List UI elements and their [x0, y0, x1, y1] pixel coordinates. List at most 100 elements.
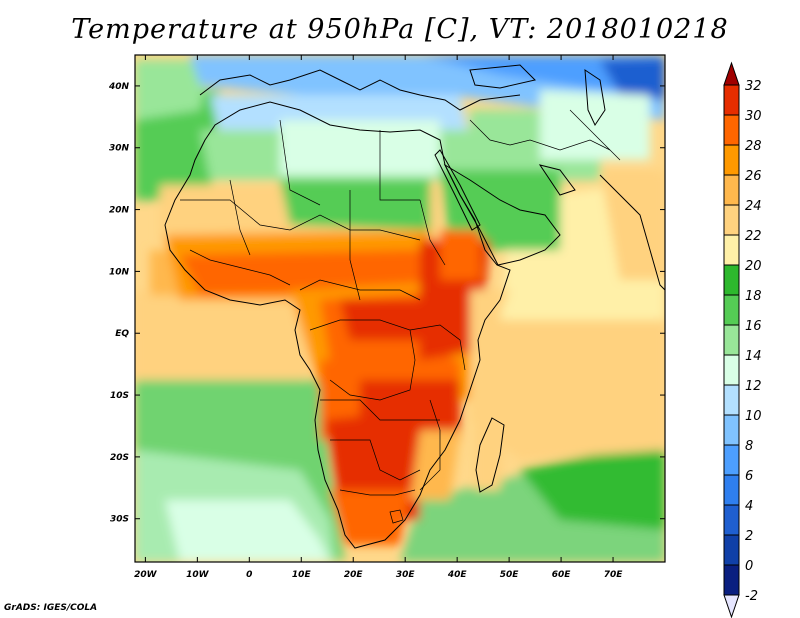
border-middle-east [469, 119, 611, 151]
x-tick-label: 10W [186, 570, 210, 580]
border-west-africa [189, 249, 291, 286]
border-namibia-botswana [330, 439, 421, 481]
colorbar-segment [723, 504, 740, 536]
colorbar-label: 2 [745, 529, 753, 544]
field-horn-red [440, 230, 480, 280]
field-mozambique [410, 430, 460, 500]
colorbar-label: 24 [745, 199, 762, 214]
colorbar-segment [723, 264, 740, 296]
chart-title: Temperature at 950hPa [C], VT: 201801021… [71, 14, 729, 45]
india-coastline [599, 174, 665, 291]
plot-frame [134, 54, 666, 563]
field-sahel-red [180, 250, 420, 295]
x-tick-label: 20E [344, 570, 364, 580]
coastlines [164, 64, 665, 549]
colorbar-segment [723, 174, 740, 206]
madagascar-outline [475, 417, 505, 493]
field-madagascar [475, 415, 505, 490]
x-tick-label: 10E [292, 570, 312, 580]
field-libya-egypt [280, 120, 440, 175]
y-tick-label: 20N [109, 206, 130, 216]
border-mozambique [419, 399, 441, 491]
x-tick-label: 20W [134, 570, 158, 580]
y-tick-label: 30S [110, 515, 129, 525]
field-indian-ocean [470, 320, 665, 460]
colorbar-label: 12 [745, 379, 762, 394]
field-zambia-hot [360, 380, 460, 440]
colorbar-segment [723, 84, 740, 116]
grads-credit: GrADS: IGES/COLA [4, 603, 98, 613]
field-sahara-green [280, 180, 430, 230]
colorbar-segment [723, 474, 740, 506]
field-caspian-deep [600, 58, 665, 100]
y-axis: 40N 30N 20N 10N EQ 10S 20S 30S [108, 82, 665, 525]
border-cameroon-car [299, 279, 421, 301]
x-tick-label: 60E [552, 570, 572, 580]
x-tick-label: 40E [447, 570, 468, 580]
colorbar-label: 18 [745, 289, 762, 304]
x-tick-label: 30E [396, 570, 416, 580]
border-south-africa [339, 489, 416, 496]
colorbar-segment [723, 444, 740, 476]
colorbar-segment [723, 354, 740, 386]
persian-gulf [538, 164, 576, 196]
field-cape-orange [330, 490, 410, 545]
colorbar-label: 6 [745, 469, 753, 484]
country-borders [180, 109, 621, 524]
field-india [600, 170, 665, 280]
colorbar-segment [723, 234, 740, 266]
border-libya-egypt [379, 130, 420, 201]
colorbar-label: 22 [745, 229, 762, 244]
y-tick-label: 10N [109, 267, 130, 277]
border-algeria-libya [279, 119, 321, 206]
colorbar-label: 20 [745, 259, 762, 274]
y-tick-label: 20S [110, 453, 129, 463]
field-north-atlantic-green [135, 90, 220, 200]
colorbar-segment [723, 564, 740, 596]
colorbar-label: 8 [745, 439, 753, 454]
colorbar-label: 10 [745, 409, 762, 424]
red-sea [434, 149, 481, 231]
x-tick-label: 50E [500, 570, 520, 580]
colorbar-segment [723, 114, 740, 146]
y-tick-label: 40N [108, 82, 130, 92]
x-axis: 20W 10W 0 10E 20E 30E 40E 50E 60E 70E [134, 55, 623, 580]
colorbar-label: 0 [745, 559, 753, 574]
field-somalia [470, 290, 510, 360]
colorbar-segment [723, 324, 740, 356]
field-south-atlantic-cyan [165, 500, 330, 562]
colorbar-segment [723, 534, 740, 566]
colorbar-label: 4 [745, 499, 753, 514]
colorbar-segment [723, 204, 740, 236]
y-tick-label: 10S [110, 391, 129, 401]
colorbar-label: -2 [745, 589, 758, 604]
field-north-atlantic-pale [135, 60, 210, 120]
colorbar-segment [723, 414, 740, 446]
europe-coast [199, 69, 521, 111]
colorbar-label: 16 [745, 319, 762, 334]
colorbar-label: 32 [745, 79, 762, 94]
arabia-coastline [443, 163, 561, 266]
border-iran-afghan [569, 109, 621, 161]
border-sudan-ethiopia [419, 199, 446, 266]
colorbar-segment [723, 384, 740, 416]
border-chad-sudan [349, 190, 361, 301]
x-tick-label: 70E [604, 570, 624, 580]
field-south-indian-dark [520, 440, 665, 530]
border-drc-outline [309, 319, 416, 401]
colorbar-segment [723, 144, 740, 176]
colorbar-label: 28 [745, 139, 762, 154]
temperature-field [135, 55, 665, 562]
y-tick-label: 30N [109, 144, 130, 154]
colorbar-bottom-arrow [723, 594, 740, 618]
caspian-outline [584, 69, 606, 127]
colorbar-top-arrow [723, 61, 740, 86]
colorbar-label: 14 [745, 349, 762, 364]
colorbar-label: 26 [745, 169, 762, 184]
africa-coastline [164, 101, 511, 549]
colorbar-label: 30 [745, 109, 762, 124]
lesotho-outline [389, 509, 404, 524]
field-equatorial-atlantic [135, 290, 310, 380]
